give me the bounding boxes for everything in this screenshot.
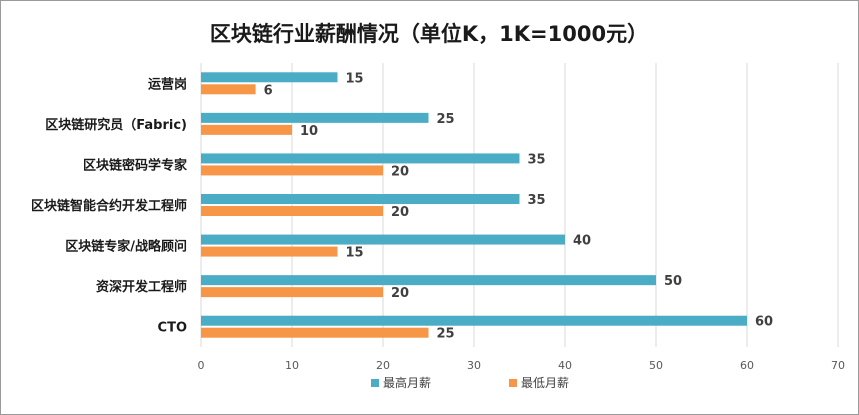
- bar-max: [201, 153, 520, 164]
- category-label: 区块链智能合约开发工程师: [31, 198, 187, 214]
- data-label: 60: [755, 315, 773, 330]
- x-tick-label: 30: [467, 359, 481, 372]
- x-tick-label: 50: [649, 359, 663, 372]
- bar-max: [201, 275, 656, 286]
- bar-max: [201, 194, 520, 204]
- bar-min: [201, 165, 383, 176]
- data-label: 10: [300, 124, 318, 139]
- bar-min: [201, 287, 383, 298]
- bar-max: [201, 72, 338, 83]
- gridlines: [200, 63, 839, 347]
- x-tick-label: 40: [558, 359, 572, 372]
- data-label: 50: [664, 274, 682, 289]
- legend-label: 最低月薪: [521, 376, 569, 390]
- data-label: 15: [346, 71, 364, 86]
- category-label: 区块链专家/战略顾问: [65, 239, 187, 255]
- x-tick-label: 70: [831, 359, 845, 372]
- category-label: 区块链研究员（Fabric): [45, 117, 187, 133]
- legend-swatch: [509, 379, 517, 387]
- data-label: 20: [391, 164, 409, 179]
- bar-min: [201, 84, 256, 95]
- x-tick-label: 60: [740, 359, 754, 372]
- data-label: 35: [528, 193, 546, 208]
- legend-label: 最高月薪: [383, 375, 431, 390]
- category-label: CTO: [158, 321, 187, 336]
- data-label: 25: [437, 327, 455, 342]
- bar-min: [201, 246, 338, 257]
- x-tick-label: 0: [198, 359, 205, 372]
- category-label: 资深开发工程师: [96, 279, 187, 295]
- data-label: 20: [391, 205, 409, 220]
- bar-min: [201, 206, 383, 216]
- data-label: 20: [391, 286, 409, 301]
- category-label: 区块链密码学专家: [83, 157, 188, 173]
- data-label: 15: [346, 246, 364, 261]
- chart-title: 区块链行业薪酬情况（单位K，1K=1000元）: [210, 22, 648, 46]
- legend: 最高月薪 最低月薪: [371, 375, 569, 390]
- bar-max: [201, 315, 747, 326]
- x-tick-labels: 0 10 20 30 40 50 60 70: [198, 359, 846, 372]
- category-label: 运营岗: [148, 76, 187, 92]
- x-tick-label: 20: [376, 359, 390, 372]
- legend-swatch: [371, 379, 379, 387]
- bar-max: [201, 112, 429, 123]
- data-label: 25: [437, 112, 455, 127]
- bar-min: [201, 327, 429, 338]
- bar-max: [201, 234, 565, 245]
- data-label: 40: [573, 234, 591, 249]
- x-tick-label: 10: [285, 359, 299, 372]
- bar-min: [201, 124, 292, 135]
- data-label: 35: [528, 152, 546, 167]
- bars: 15 6 25 10 35 20 35 20 40 15 50 20 60 25: [201, 71, 773, 342]
- data-label: 6: [264, 83, 273, 98]
